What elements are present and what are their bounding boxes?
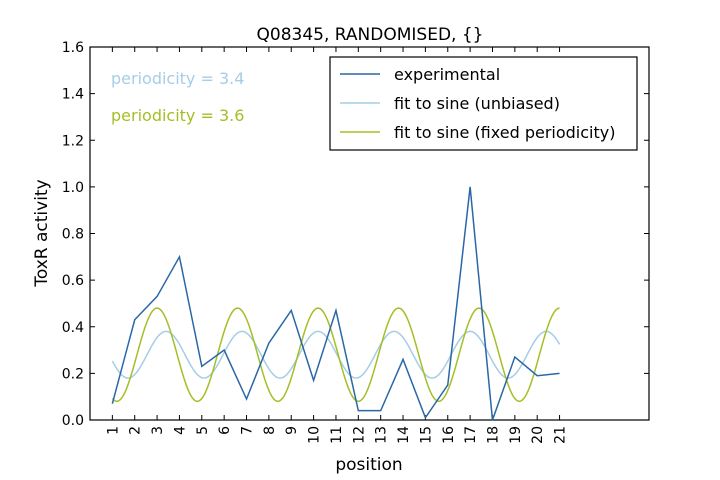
x-tick-label: 21 (553, 426, 569, 444)
legend-label-sine-fixed: fit to sine (fixed periodicity) (394, 123, 615, 142)
x-tick-label: 1 (105, 426, 121, 435)
y-tick-label: 0.0 (62, 413, 84, 429)
x-tick-label: 12 (351, 426, 367, 444)
annotation-periodicity-unbiased: periodicity = 3.4 (111, 69, 244, 88)
x-axis-title: position (335, 455, 402, 475)
x-tick-label: 3 (150, 426, 166, 435)
x-tick-label: 16 (441, 426, 457, 444)
x-tick-label: 19 (508, 426, 524, 444)
x-tick-label: 14 (396, 426, 412, 444)
annotation-periodicity-fixed: periodicity = 3.6 (111, 106, 244, 125)
x-tick-label: 7 (240, 426, 256, 435)
x-tick-label: 6 (217, 426, 233, 435)
y-axis-title: ToxR activity (32, 179, 52, 287)
y-tick-label: 0.8 (62, 227, 84, 243)
chart-title: Q08345, RANDOMISED, {} (257, 25, 484, 45)
y-tick-label: 0.6 (62, 273, 84, 289)
x-tick-label: 18 (485, 426, 501, 444)
x-tick-label: 4 (172, 426, 188, 435)
x-tick-label: 10 (307, 426, 323, 444)
y-axis: 0.0 0.2 0.4 0.6 0.8 1.0 1.2 1.4 1.6 (62, 40, 649, 429)
x-tick-label: 20 (530, 426, 546, 444)
x-tick-label: 17 (463, 426, 479, 444)
legend-label-sine-unbiased: fit to sine (unbiased) (394, 94, 560, 113)
series-line-sine-fixed (111, 307, 560, 403)
y-tick-label: 0.2 (62, 366, 84, 382)
series-layer (111, 186, 561, 421)
x-tick-label: 9 (284, 426, 300, 435)
x-tick-label: 13 (374, 426, 390, 444)
x-tick-label: 2 (128, 426, 144, 435)
y-tick-label: 1.6 (62, 40, 84, 56)
legend: experimental fit to sine (unbiased) fit … (329, 56, 638, 151)
x-tick-label: 5 (195, 426, 211, 435)
x-tick-label: 15 (418, 426, 434, 444)
legend-box (329, 56, 638, 151)
y-tick-label: 1.2 (62, 133, 84, 149)
x-tick-label: 11 (329, 426, 345, 444)
y-tick-label: 1.0 (62, 180, 84, 196)
x-tick-label: 8 (262, 426, 278, 435)
y-tick-label: 0.4 (62, 320, 84, 336)
y-tick-label: 1.4 (62, 87, 84, 103)
x-axis: 1 2 3 4 5 6 7 8 9 10 11 12 13 14 15 16 17 18 19 20 21 (105, 47, 569, 444)
legend-label-experimental: experimental (394, 65, 500, 84)
series-line-experimental (111, 186, 560, 421)
